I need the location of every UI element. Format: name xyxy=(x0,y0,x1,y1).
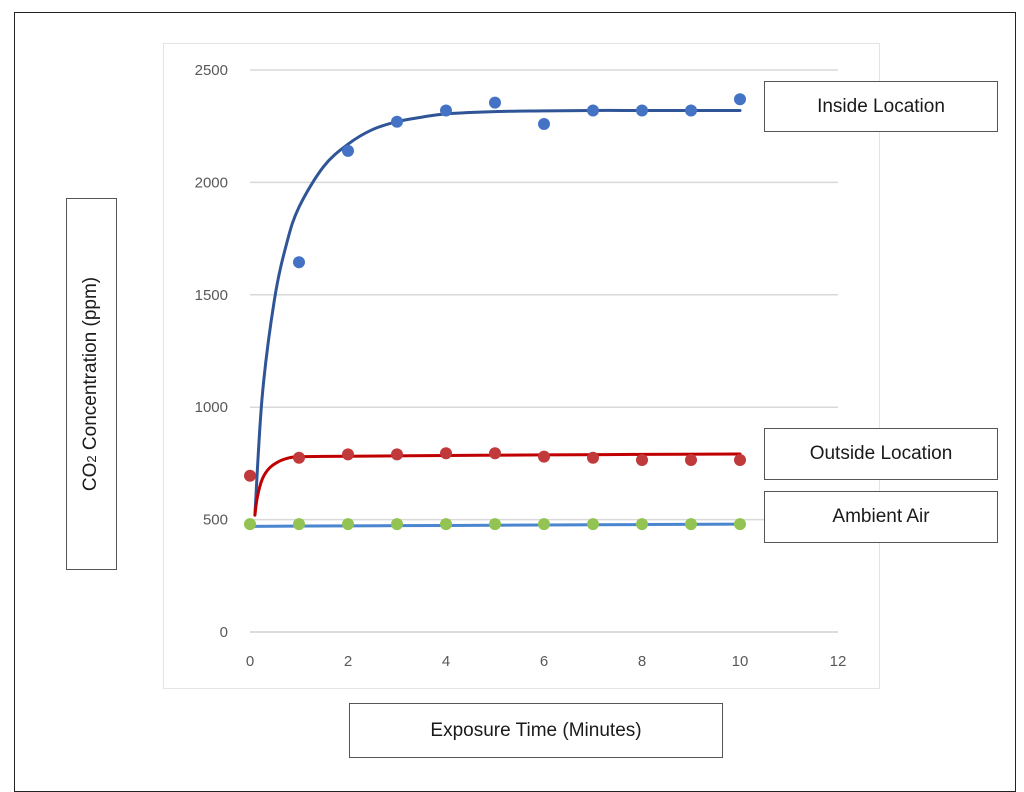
y-axis-title-box: CO2 Concentration (ppm) xyxy=(66,198,117,570)
point-outside-location xyxy=(734,454,746,467)
point-ambient-air xyxy=(538,518,550,531)
legend-outside-location: Outside Location xyxy=(764,428,998,480)
y-tick-label: 2000 xyxy=(195,174,228,191)
point-inside-location xyxy=(685,104,697,117)
y-axis-title: CO2 Concentration (ppm) xyxy=(80,276,102,492)
point-ambient-air xyxy=(636,518,648,531)
point-inside-location xyxy=(342,144,354,157)
legend-label-outside: Outside Location xyxy=(809,443,953,464)
point-ambient-air xyxy=(342,518,354,531)
legend-label-inside: Inside Location xyxy=(817,95,945,117)
point-ambient-air xyxy=(489,518,501,531)
point-outside-location xyxy=(440,447,452,460)
point-inside-location xyxy=(587,104,599,117)
point-inside-location xyxy=(489,96,501,109)
y-tick-label: 1500 xyxy=(195,287,228,304)
y-tick-label: 1000 xyxy=(195,399,228,416)
x-tick-label: 4 xyxy=(442,653,450,670)
legend-inside-location: Inside Location xyxy=(764,81,998,132)
x-tick-label: 8 xyxy=(638,653,646,670)
point-outside-location xyxy=(489,447,501,460)
point-ambient-air xyxy=(440,518,452,531)
x-tick-label: 0 xyxy=(246,653,254,670)
x-tick-label: 12 xyxy=(830,653,847,670)
point-outside-location xyxy=(538,450,550,463)
tick-labels: 0 500 1000 1500 2000 2500 0 2 4 6 8 10 12 xyxy=(195,62,847,670)
legend-ambient-air: Ambient Air xyxy=(764,491,998,543)
x-tick-label: 10 xyxy=(732,653,749,670)
point-outside-location xyxy=(636,454,648,467)
point-ambient-air xyxy=(293,518,305,531)
point-inside-location xyxy=(293,256,305,269)
x-tick-label: 6 xyxy=(540,653,548,670)
point-ambient-air xyxy=(391,518,403,531)
point-inside-location xyxy=(636,104,648,117)
point-inside-location xyxy=(440,104,452,117)
point-outside-location xyxy=(587,451,599,464)
x-tick-label: 2 xyxy=(344,653,352,670)
point-inside-location xyxy=(734,93,746,106)
point-ambient-air xyxy=(244,518,256,531)
point-inside-location xyxy=(538,117,550,130)
point-ambient-air xyxy=(587,518,599,531)
y-tick-label: 500 xyxy=(203,512,228,529)
y-tick-label: 0 xyxy=(220,624,228,641)
x-axis-title: Exposure Time (Minutes) xyxy=(430,719,642,741)
x-axis-title-box: Exposure Time (Minutes) xyxy=(349,703,723,758)
plot-area xyxy=(163,43,880,689)
point-outside-location xyxy=(685,454,697,467)
legend-label-ambient: Ambient Air xyxy=(832,506,930,527)
point-ambient-air xyxy=(734,518,746,531)
point-outside-location xyxy=(391,448,403,461)
chart-frame xyxy=(14,12,1016,792)
point-outside-location xyxy=(342,448,354,461)
point-outside-location xyxy=(244,469,256,482)
data-points xyxy=(244,93,746,531)
point-outside-location xyxy=(293,451,305,464)
y-tick-label: 2500 xyxy=(195,62,228,79)
point-inside-location xyxy=(391,115,403,128)
point-ambient-air xyxy=(685,518,697,531)
trend-lines xyxy=(248,108,742,528)
trend-line-outside-location xyxy=(253,452,742,517)
